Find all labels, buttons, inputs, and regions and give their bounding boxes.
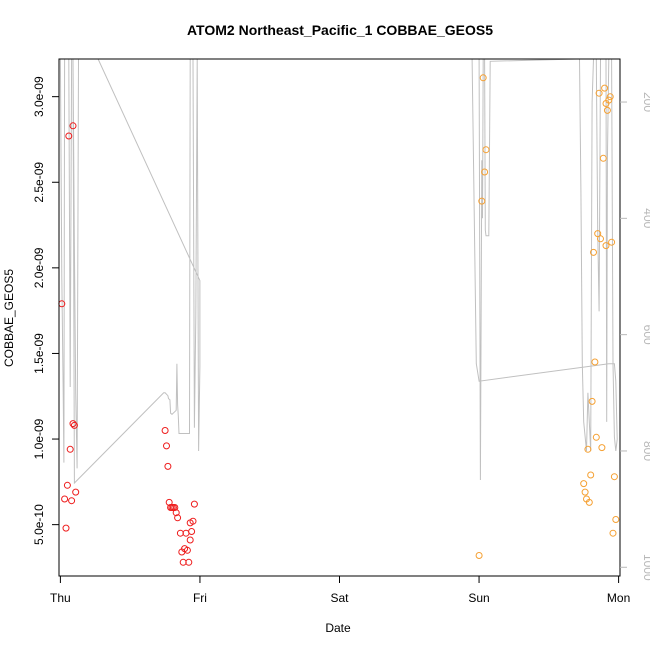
data-point <box>69 420 77 428</box>
y2-tick-label: 800 <box>641 441 650 461</box>
data-point <box>61 495 69 503</box>
data-point <box>172 509 180 517</box>
y2-tick-label: 400 <box>641 208 650 228</box>
data-point <box>598 444 606 452</box>
data-point <box>65 132 73 140</box>
x-tick-label: Fri <box>193 591 207 605</box>
data-point <box>482 146 490 154</box>
data-point <box>584 445 592 453</box>
data-point <box>612 516 620 523</box>
data-point <box>188 528 196 535</box>
data-point <box>66 445 74 453</box>
x-tick-label: Thu <box>50 591 71 605</box>
data-point <box>588 397 596 405</box>
data-point <box>475 552 483 559</box>
data-point <box>608 238 616 246</box>
data-point <box>585 498 593 506</box>
data-point <box>590 248 597 256</box>
data-point <box>72 488 80 496</box>
data-point <box>70 421 78 429</box>
y-tick-label: 1.5e-09 <box>32 333 46 374</box>
x-tick-label: Sat <box>330 591 349 605</box>
plot-area: Thu Fri Sat Sun Mon 5.0e-10 1.0e-09 1.5e-09 2.0e… <box>32 58 650 605</box>
data-point <box>481 168 489 176</box>
data-point <box>581 488 589 496</box>
data-point <box>183 546 191 554</box>
data-point <box>62 524 70 532</box>
data-point <box>69 122 77 130</box>
data-point <box>63 481 71 489</box>
data-point <box>603 106 611 114</box>
y-tick-label: 3.0e-09 <box>32 76 46 117</box>
data-point <box>174 514 182 522</box>
data-point <box>185 558 193 566</box>
y2-tick-label: 1000 <box>641 554 650 581</box>
data-point <box>592 433 600 441</box>
data-point <box>186 536 194 544</box>
data-point <box>164 462 172 470</box>
data-point <box>161 427 169 434</box>
data-point <box>587 471 595 479</box>
data-point <box>190 500 198 508</box>
x-tick-label: Sun <box>468 591 489 605</box>
data-point <box>597 235 604 243</box>
data-point <box>599 154 607 162</box>
altitude-line <box>59 59 618 485</box>
y-tick-label: 5.0e-10 <box>32 504 46 545</box>
data-point <box>605 96 613 104</box>
data-point <box>602 242 610 250</box>
data-point <box>591 358 599 366</box>
x-axis-label: Date <box>325 621 351 635</box>
data-point <box>478 197 486 205</box>
data-point <box>606 93 614 101</box>
y2-tick-label: 200 <box>641 92 650 112</box>
y-axis-label: COBBAE_GEOS5 <box>2 269 16 367</box>
data-point <box>601 84 609 92</box>
data-point <box>580 480 588 488</box>
x-tick-label: Mon <box>607 591 630 605</box>
data-point <box>189 517 197 525</box>
data-point <box>610 473 618 481</box>
plot-frame <box>58 58 621 577</box>
chart-title: ATOM2 Northeast_Pacific_1 COBBAE_GEOS5 <box>187 22 493 38</box>
data-point <box>609 529 617 537</box>
y-tick-label: 1.0e-09 <box>32 418 46 459</box>
data-point <box>595 89 603 97</box>
data-point <box>171 504 179 511</box>
data-point <box>594 230 602 238</box>
y2-tick-label: 600 <box>641 325 650 345</box>
y-tick-label: 2.5e-09 <box>32 162 46 203</box>
data-point <box>163 442 170 450</box>
y-tick-label: 2.0e-09 <box>32 247 46 288</box>
data-point <box>479 74 487 82</box>
data-point <box>165 498 173 506</box>
data-point <box>68 497 76 505</box>
